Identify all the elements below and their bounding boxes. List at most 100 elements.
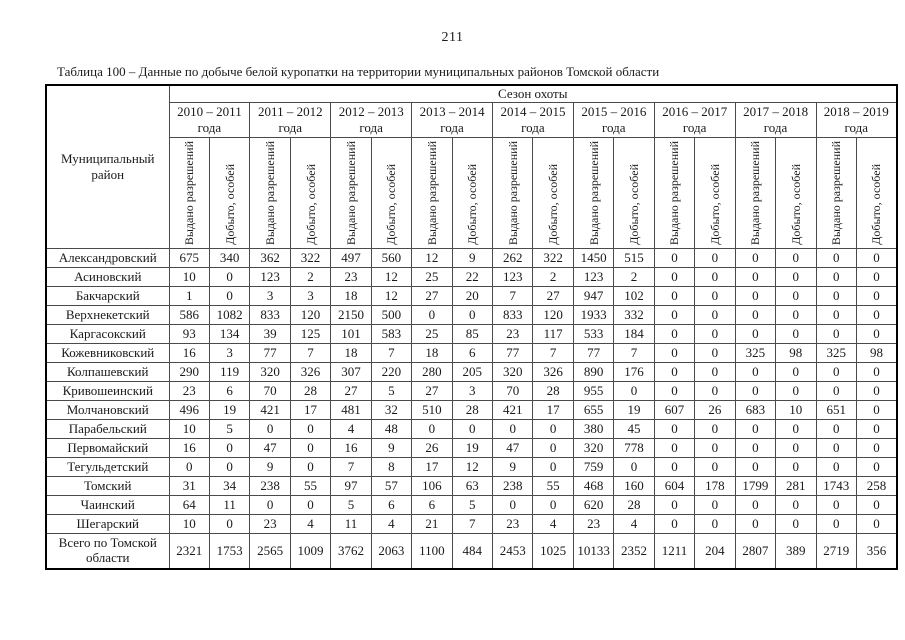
district-name: Александровский xyxy=(45,248,170,268)
value-cell: 70 xyxy=(491,381,534,401)
value-cell: 0 xyxy=(734,457,777,477)
value-cell: 19 xyxy=(451,438,494,458)
value-cell: 27 xyxy=(532,286,574,306)
value-cell: 85 xyxy=(451,324,494,344)
value-cell: 0 xyxy=(653,457,696,477)
value-cell: 510 xyxy=(411,400,453,420)
value-cell: 0 xyxy=(411,305,453,325)
value-cell: 123 xyxy=(572,267,615,287)
value-cell: 17 xyxy=(532,400,574,420)
value-cell: 468 xyxy=(572,476,615,496)
value-cell: 0 xyxy=(775,457,817,477)
value-cell: 484 xyxy=(451,533,494,570)
value-cell: 0 xyxy=(653,362,696,382)
value-cell: 0 xyxy=(855,438,898,458)
value-cell: 1799 xyxy=(734,476,777,496)
value-cell: 23 xyxy=(491,324,534,344)
value-cell: 675 xyxy=(168,248,210,268)
district-name: Парабельский xyxy=(45,419,170,439)
table-row: Молчановский 496 19 421 17 481 32 510 28 421 17 655… xyxy=(45,400,898,420)
value-cell: 0 xyxy=(653,438,696,458)
harvest-data-table: Муниципальный район Сезон охоты 2010 – 2… xyxy=(45,84,898,570)
value-cell: 10133 xyxy=(572,533,615,570)
harvested-header: Добыто, особей xyxy=(532,137,574,249)
value-cell: 0 xyxy=(653,419,696,439)
value-cell: 7 xyxy=(330,457,372,477)
season-header: 2010 – 2011 года xyxy=(168,102,251,138)
value-cell: 0 xyxy=(532,438,574,458)
value-cell: 421 xyxy=(249,400,291,420)
value-cell: 0 xyxy=(855,495,898,515)
value-cell: 47 xyxy=(249,438,291,458)
value-cell: 533 xyxy=(572,324,615,344)
value-cell: 332 xyxy=(613,305,655,325)
value-cell: 0 xyxy=(694,343,736,363)
value-cell: 25 xyxy=(411,267,453,287)
value-cell: 23 xyxy=(491,514,534,534)
value-cell: 0 xyxy=(775,514,817,534)
value-cell: 5 xyxy=(330,495,372,515)
value-cell: 57 xyxy=(370,476,413,496)
value-cell: 759 xyxy=(572,457,615,477)
value-cell: 12 xyxy=(411,248,453,268)
district-name: Кривошеинский xyxy=(45,381,170,401)
value-cell: 16 xyxy=(168,438,210,458)
value-cell: 27 xyxy=(411,381,453,401)
district-name: Колпашевский xyxy=(45,362,170,382)
value-cell: 7 xyxy=(289,343,332,363)
value-cell: 0 xyxy=(653,343,696,363)
value-cell: 5 xyxy=(370,381,413,401)
value-cell: 0 xyxy=(855,305,898,325)
value-cell: 651 xyxy=(815,400,857,420)
value-cell: 10 xyxy=(168,267,210,287)
value-cell: 1211 xyxy=(653,533,696,570)
value-cell: 0 xyxy=(613,457,655,477)
value-cell: 8 xyxy=(370,457,413,477)
value-cell: 0 xyxy=(694,286,736,306)
value-cell: 0 xyxy=(855,286,898,306)
value-cell: 7 xyxy=(451,514,494,534)
value-cell: 1009 xyxy=(289,533,332,570)
value-cell: 2 xyxy=(289,267,332,287)
value-cell: 0 xyxy=(694,324,736,344)
subheader-row: Выдано разрешений Добыто, особей Выдано ра… xyxy=(46,137,898,249)
value-cell: 683 xyxy=(734,400,777,420)
value-cell: 9 xyxy=(249,457,291,477)
value-cell: 25 xyxy=(411,324,453,344)
value-cell: 120 xyxy=(532,305,574,325)
value-cell: 0 xyxy=(694,514,736,534)
value-cell: 421 xyxy=(491,400,534,420)
value-cell: 55 xyxy=(289,476,332,496)
value-cell: 0 xyxy=(694,305,736,325)
value-cell: 7 xyxy=(532,343,574,363)
district-name: Молчановский xyxy=(45,400,170,420)
value-cell: 125 xyxy=(289,324,332,344)
value-cell: 0 xyxy=(694,457,736,477)
harvested-header: Добыто, особей xyxy=(694,137,736,249)
value-cell: 1025 xyxy=(532,533,574,570)
value-cell: 3 xyxy=(451,381,494,401)
value-cell: 389 xyxy=(775,533,817,570)
value-cell: 12 xyxy=(370,267,413,287)
value-cell: 123 xyxy=(491,267,534,287)
value-cell: 0 xyxy=(734,419,777,439)
value-cell: 0 xyxy=(855,381,898,401)
value-cell: 98 xyxy=(855,343,898,363)
value-cell: 500 xyxy=(370,305,413,325)
value-cell: 0 xyxy=(491,419,534,439)
value-cell: 238 xyxy=(249,476,291,496)
value-cell: 0 xyxy=(613,381,655,401)
value-cell: 320 xyxy=(249,362,291,382)
table-header: Муниципальный район Сезон охоты 2010 – 2… xyxy=(45,84,898,249)
table-row: Кожевниковский 16 3 77 7 18 7 18 6 77 7 77 7 0 0 325 98 3… xyxy=(45,343,898,363)
value-cell: 64 xyxy=(168,495,210,515)
district-name: Асиновский xyxy=(45,267,170,287)
table-row: Чаинский 64 11 0 0 5 6 6 5 0 0 620 28 0 0 0 0 0 0 xyxy=(45,495,898,515)
value-cell: 0 xyxy=(532,495,574,515)
value-cell: 0 xyxy=(855,248,898,268)
value-cell: 6 xyxy=(411,495,453,515)
value-cell: 0 xyxy=(411,419,453,439)
value-cell: 102 xyxy=(613,286,655,306)
value-cell: 325 xyxy=(734,343,777,363)
